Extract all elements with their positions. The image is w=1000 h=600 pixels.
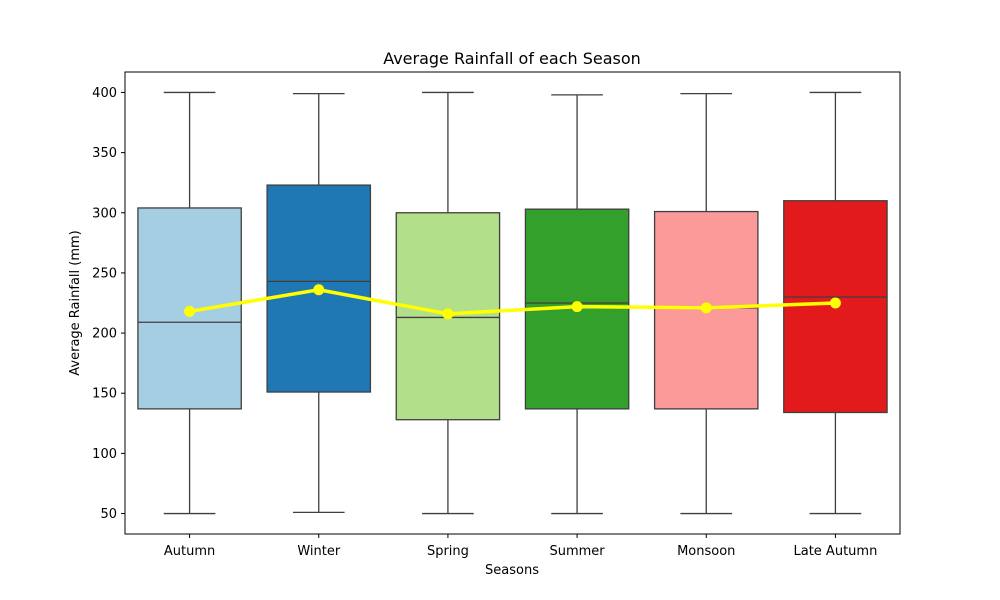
chart-title: Average Rainfall of each Season <box>383 49 641 68</box>
y-tick-label: 50 <box>100 507 117 522</box>
x-tick-label: Autumn <box>164 544 215 559</box>
mean-point <box>184 305 196 317</box>
boxes-layer <box>137 91 888 515</box>
mean-line-layer <box>184 284 841 320</box>
x-tick-label: Monsoon <box>677 544 735 559</box>
mean-point <box>829 297 841 309</box>
mean-point <box>313 284 325 296</box>
x-tick-label: Summer <box>549 544 605 559</box>
x-tick-label: Late Autumn <box>794 544 878 559</box>
plot-area-frame <box>124 71 901 535</box>
mean-point <box>571 301 583 313</box>
mean-line <box>189 288 836 316</box>
y-tick-label: 400 <box>92 86 117 101</box>
y-tick-label: 250 <box>92 266 117 281</box>
x-tick-label: Spring <box>427 544 469 559</box>
x-tick-label: Winter <box>297 544 341 559</box>
y-tick-label: 200 <box>92 327 117 342</box>
mean-point <box>700 302 712 314</box>
y-tick-label: 350 <box>92 146 117 161</box>
x-axis-title: Seasons <box>485 563 539 578</box>
y-axis-title: Average Rainfall (mm) <box>68 230 83 375</box>
y-tick-label: 150 <box>92 387 117 402</box>
y-tick-label: 100 <box>92 447 117 462</box>
y-tick-label: 300 <box>92 206 117 221</box>
mean-point <box>442 308 454 320</box>
box-late-autumn <box>783 91 888 515</box>
x-axis: Autumn Winter Spring Summer Monsoon Late Autu… <box>164 534 877 559</box>
y-axis: 50 100 150 200 250 300 350 400 <box>92 86 125 522</box>
